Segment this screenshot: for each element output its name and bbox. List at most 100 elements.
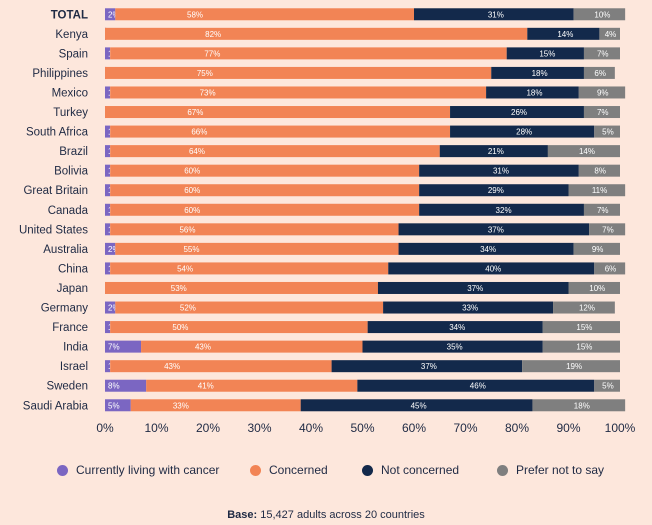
bar-prefer-not-to-say-germany (553, 301, 615, 314)
base-note-text: 15,427 adults across 20 countries (257, 509, 425, 521)
data-label-not-concerned-kenya: 14% (557, 30, 573, 39)
bar-concerned-mexico (110, 86, 487, 99)
bar-currently-living-with-cancer-great-britain (105, 184, 111, 197)
legend-label-concerned: Concerned (269, 463, 328, 477)
category-label-france: France (52, 322, 88, 334)
bar-prefer-not-to-say-philippines (583, 66, 615, 79)
data-label-prefer-not-to-say-australia: 9% (592, 245, 604, 254)
bar-not-concerned-bolivia (419, 164, 579, 177)
category-label-israel: Israel (60, 361, 88, 373)
data-label-not-concerned-saudi-arabia: 45% (411, 401, 427, 410)
bar-concerned-sweden (146, 379, 358, 392)
bar-concerned-kenya (105, 27, 528, 40)
bar-concerned-china (110, 262, 389, 275)
bar-concerned-france (110, 321, 368, 334)
category-label-sweden: Sweden (46, 381, 88, 393)
category-label-india: India (63, 342, 89, 354)
data-label-concerned-mexico: 73% (200, 88, 216, 97)
bar-currently-living-with-cancer-canada (105, 203, 111, 216)
category-label-spain: Spain (59, 48, 88, 60)
bar-currently-living-with-cancer-spain (105, 47, 111, 60)
data-label-prefer-not-to-say-germany: 12% (579, 304, 595, 313)
bar-currently-living-with-cancer-france (105, 321, 111, 334)
data-label-not-concerned-india: 35% (447, 343, 463, 352)
data-label-prefer-not-to-say-india: 15% (576, 343, 592, 352)
legend-label-not-concerned: Not concerned (381, 463, 460, 477)
bar-not-concerned-kenya (527, 27, 600, 40)
data-label-not-concerned-united-states: 37% (488, 225, 504, 234)
bar-prefer-not-to-say-south-africa (594, 125, 620, 138)
bar-currently-living-with-cancer-sweden (105, 379, 147, 392)
category-label-germany: Germany (41, 303, 89, 315)
bar-prefer-not-to-say-kenya (599, 27, 620, 40)
bar-currently-living-with-cancer-total (105, 8, 116, 21)
bar-not-concerned-brazil (439, 145, 548, 158)
data-label-prefer-not-to-say-china: 6% (605, 264, 617, 273)
legend: Currently living with cancer Concerned N… (0, 463, 652, 483)
bar-currently-living-with-cancer-saudi-arabia (105, 399, 131, 412)
bar-not-concerned-japan (377, 281, 569, 294)
data-label-prefer-not-to-say-total: 10% (594, 10, 610, 19)
bar-prefer-not-to-say-mexico (578, 86, 626, 99)
legend-swatch-currently-living-with-cancer (57, 464, 68, 476)
bar-currently-living-with-cancer-israel (105, 360, 111, 373)
data-label-currently-living-with-cancer-saudi-arabia: 5% (108, 401, 120, 410)
category-label-kenya: Kenya (55, 29, 88, 41)
data-label-concerned-saudi-arabia: 33% (173, 401, 189, 410)
bar-not-concerned-great-britain (419, 184, 569, 197)
data-label-prefer-not-to-say-kenya: 4% (605, 30, 617, 39)
bar-not-concerned-spain (506, 47, 584, 60)
data-label-concerned-turkey: 67% (187, 108, 203, 117)
data-label-prefer-not-to-say-japan: 10% (589, 284, 605, 293)
data-label-not-concerned-china: 40% (485, 264, 501, 273)
bar-prefer-not-to-say-turkey (583, 106, 620, 119)
bar-not-concerned-total (414, 8, 574, 21)
bar-concerned-saudi-arabia (130, 399, 301, 412)
data-label-not-concerned-sweden: 46% (470, 382, 486, 391)
data-label-prefer-not-to-say-philippines: 6% (594, 69, 606, 78)
bar-currently-living-with-cancer-south-africa (105, 125, 111, 138)
bar-currently-living-with-cancer-india (105, 340, 142, 353)
x-tick-label-100: 100% (605, 421, 636, 435)
category-label-south-africa: South Africa (26, 127, 89, 139)
bar-concerned-india (141, 340, 363, 353)
bar-currently-living-with-cancer-australia (105, 242, 116, 255)
data-label-concerned-bolivia: 60% (184, 167, 200, 176)
bar-concerned-australia (115, 242, 399, 255)
bar-not-concerned-france (367, 321, 543, 334)
data-label-concerned-great-britain: 60% (184, 186, 200, 195)
data-label-not-concerned-south-africa: 28% (516, 128, 532, 137)
data-label-concerned-united-states: 56% (179, 225, 195, 234)
legend-item-prefer-not-to-say: Prefer not to say (497, 463, 604, 477)
data-label-concerned-china: 54% (177, 264, 193, 273)
x-tick-label-70: 70% (453, 421, 477, 435)
bar-prefer-not-to-say-india (542, 340, 620, 353)
legend-item-currently-living-with-cancer: Currently living with cancer (57, 463, 219, 477)
bar-not-concerned-australia (398, 242, 574, 255)
bar-concerned-turkey (105, 106, 451, 119)
data-label-currently-living-with-cancer-india: 7% (108, 343, 120, 352)
bar-concerned-united-states (110, 223, 399, 236)
category-label-china: China (58, 263, 89, 275)
data-label-not-concerned-france: 34% (449, 323, 465, 332)
data-label-prefer-not-to-say-israel: 19% (566, 362, 582, 371)
data-label-not-concerned-israel: 37% (421, 362, 437, 371)
bar-prefer-not-to-say-brazil (547, 145, 620, 158)
legend-item-not-concerned: Not concerned (362, 463, 459, 477)
data-label-not-concerned-canada: 32% (496, 206, 512, 215)
x-tick-label-50: 50% (350, 421, 374, 435)
bar-concerned-spain (110, 47, 507, 60)
data-label-concerned-israel: 43% (164, 362, 180, 371)
data-label-currently-living-with-cancer-australia: 2% (108, 245, 120, 254)
data-label-prefer-not-to-say-canada: 7% (597, 206, 609, 215)
legend-swatch-not-concerned (362, 464, 373, 476)
base-note: Base: 15,427 adults across 20 countries (0, 509, 652, 521)
bar-concerned-brazil (110, 145, 440, 158)
bar-currently-living-with-cancer-mexico (105, 86, 111, 99)
bar-currently-living-with-cancer-bolivia (105, 164, 111, 177)
data-label-not-concerned-great-britain: 29% (488, 186, 504, 195)
bar-concerned-philippines (105, 66, 492, 79)
category-label-philippines: Philippines (32, 68, 88, 80)
